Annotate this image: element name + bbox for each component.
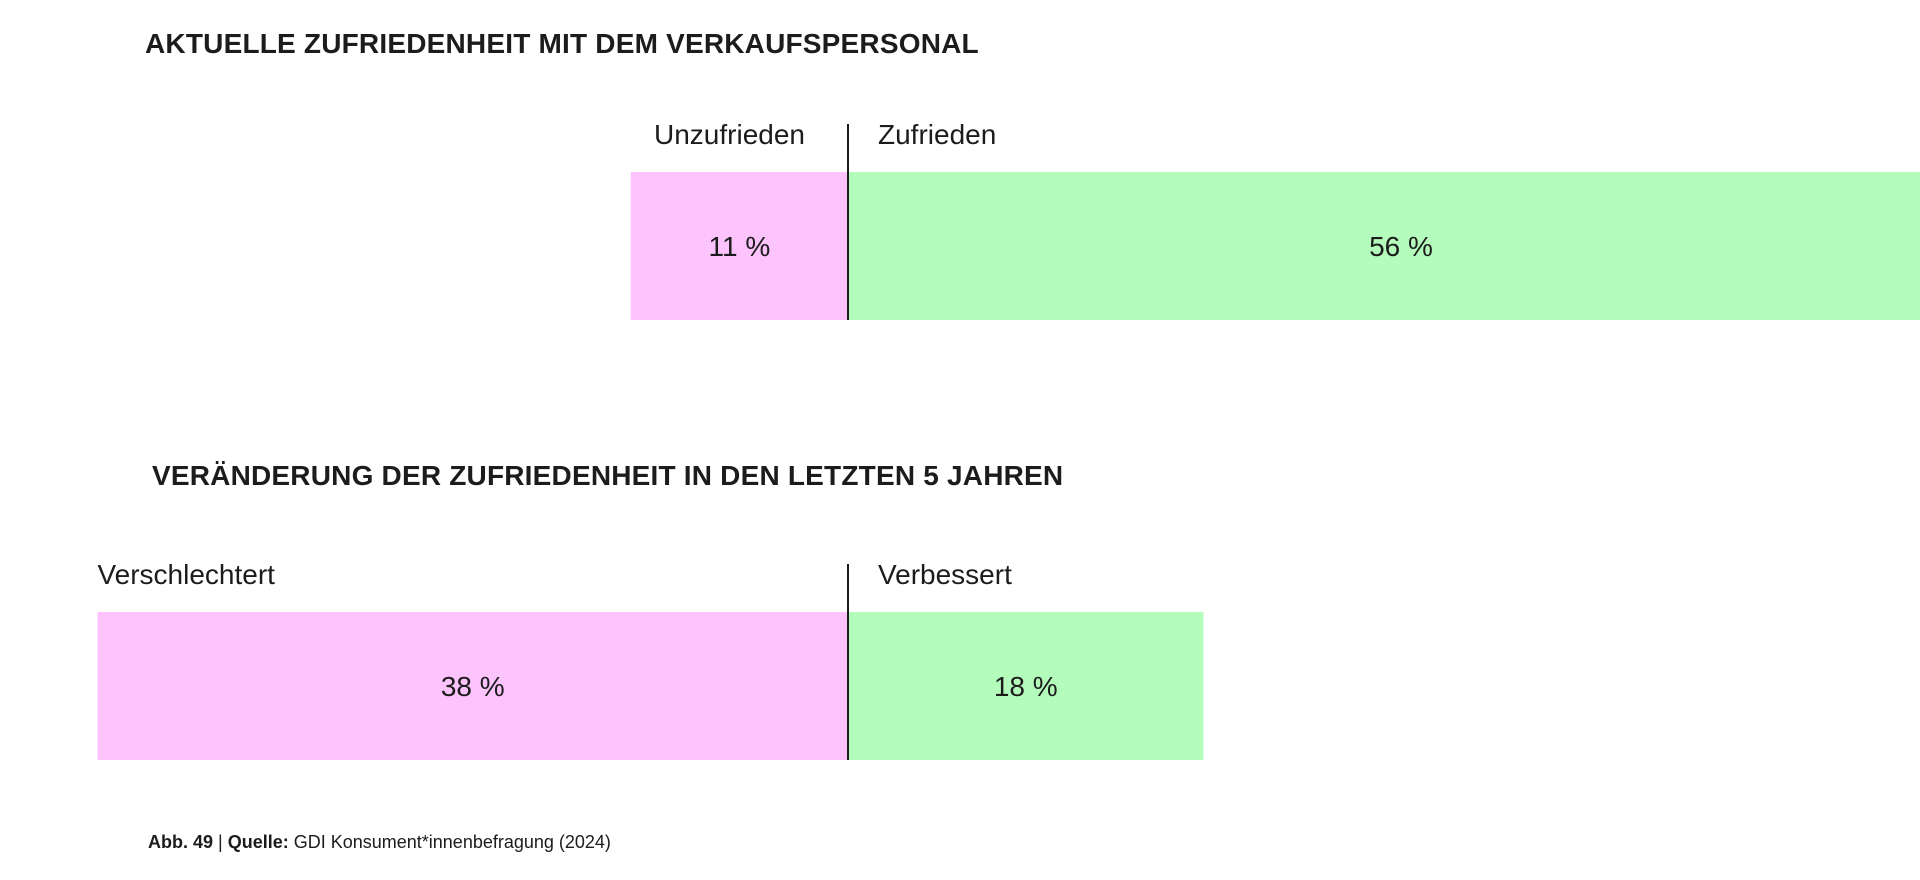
chart-title-current-satisfaction: AKTUELLE ZUFRIEDENHEIT MIT DEM VERKAUFSP… — [145, 28, 979, 59]
category-label-unzufrieden: Unzufrieden — [654, 119, 805, 150]
category-label-verbessert: Verbessert — [878, 559, 1012, 590]
chart-current-satisfaction: 11 % Unzufrieden 56 % Zufrieden — [630, 119, 1920, 320]
source-text: GDI Konsument*innenbefragung (2024) — [288, 832, 611, 852]
value-label-unzufrieden: 11 % — [709, 231, 771, 262]
figure-number: Abb. 49 — [148, 832, 214, 852]
value-label-verschlechtert: 38 % — [441, 671, 505, 702]
bar-verbessert — [848, 612, 1204, 760]
caption-separator: | — [213, 832, 228, 852]
figure-caption: Abb. 49 | Quelle: GDI Konsument*innenbef… — [148, 832, 611, 853]
category-label-verschlechtert: Verschlechtert — [98, 559, 276, 590]
chart-satisfaction-change: 38 % Verschlechtert 18 % Verbessert — [97, 559, 1204, 760]
value-label-zufrieden: 56 % — [1369, 231, 1433, 262]
value-label-verbessert: 18 % — [994, 671, 1058, 702]
chart-title-satisfaction-change: VERÄNDERUNG DER ZUFRIEDENHEIT IN DEN LET… — [152, 460, 1064, 491]
category-label-zufrieden: Zufrieden — [878, 119, 996, 150]
bar-zufrieden — [848, 172, 1920, 320]
source-label: Quelle: — [227, 832, 289, 852]
bar-verschlechtert — [97, 612, 848, 760]
bar-unzufrieden — [630, 172, 848, 320]
